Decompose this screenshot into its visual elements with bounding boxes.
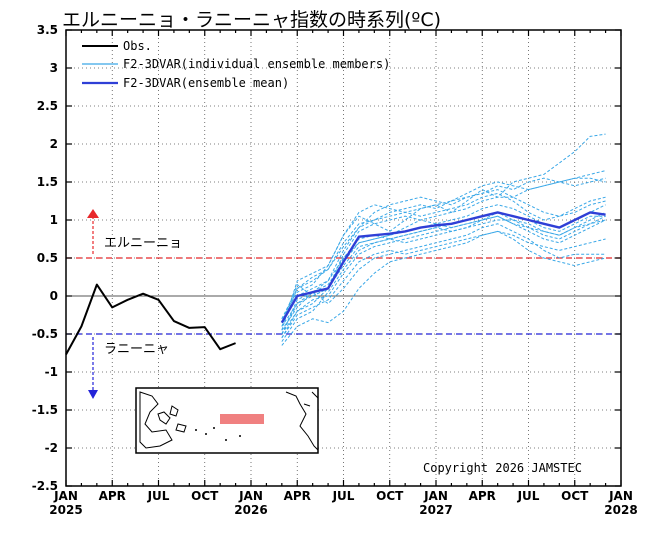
map-islands (157, 405, 187, 433)
y-tick-label: 3 (50, 61, 58, 75)
ensemble-member-line (281, 192, 606, 331)
y-tick-labels: 3.5 3 2.5 2 1.5 1 0.5 0 -0.5 -1 -1.5 -2 -2.5 (32, 23, 58, 493)
x-tick-year-label: 2026 (234, 503, 267, 517)
y-tick-label: 0.5 (37, 251, 58, 265)
ensemble-member-line (281, 223, 606, 331)
ensemble-member-line (281, 170, 606, 339)
y-tick-label: -2 (45, 441, 58, 455)
x-tick-year-label: 2025 (49, 503, 82, 517)
y-tick-label: -2.5 (32, 479, 58, 493)
x-tick-label: OCT (561, 489, 589, 503)
x-tick-label: APR (469, 489, 496, 503)
ensemble-member-line (281, 204, 606, 323)
map-island-dot (225, 439, 227, 441)
legend: Obs. F2-3DVAR(individual ensemble member… (82, 39, 390, 90)
legend-label-members: F2-3DVAR(individual ensemble members) (123, 57, 390, 71)
inset-map (135, 387, 319, 454)
map-landmass-americas (285, 391, 319, 451)
map-landmass-asia (139, 391, 173, 449)
y-tick-label: 2 (50, 137, 58, 151)
map-island-dot (195, 429, 197, 431)
ensemble-member-line (281, 133, 606, 320)
ensemble-member-line (281, 189, 606, 320)
ensemble-member-line (281, 230, 606, 346)
x-tick-label: JUL (517, 489, 540, 503)
map-island-dot (239, 435, 241, 437)
lanina-annotation: ラニーニャ (88, 337, 169, 399)
ensemble-member-line (281, 211, 606, 335)
y-tick-label: 2.5 (37, 99, 58, 113)
map-island-dot (213, 427, 215, 429)
x-tick-label: APR (99, 489, 126, 503)
ensemble-member-line (281, 177, 606, 327)
legend-label-obs: Obs. (123, 39, 152, 53)
nino-region-box (220, 414, 264, 424)
ensemble-member-line (281, 230, 606, 339)
chart-title: エルニーニョ・ラニーニャ指数の時系列(ºC) (62, 9, 441, 31)
ensemble-member-line (281, 219, 606, 342)
lanina-label: ラニーニャ (104, 342, 169, 357)
up-arrow-icon (87, 209, 99, 218)
y-tick-label: 3.5 (37, 23, 58, 37)
threshold-lines (66, 257, 621, 335)
x-tick-label: JAN (423, 489, 448, 503)
series-lines (65, 211, 606, 356)
x-tick-label: JAN (238, 489, 263, 503)
x-tick-label: JUL (332, 489, 355, 503)
legend-label-mean: F2-3DVAR(ensemble mean) (123, 76, 289, 90)
x-tick-label: APR (284, 489, 311, 503)
x-tick-label: JAN (53, 489, 78, 503)
ensemble-members (281, 133, 606, 346)
map-island-dot (205, 433, 207, 435)
map-coast-detail (303, 391, 319, 407)
copyright-text: Copyright 2026 JAMSTEC (423, 461, 582, 475)
axes (65, 29, 622, 487)
elnino-label: エルニーニョ (104, 236, 182, 251)
y-tick-label: 1.5 (37, 175, 58, 189)
y-tick-label: -0.5 (32, 327, 58, 341)
x-tick-year-label: 2027 (419, 503, 452, 517)
y-tick-label: 0 (50, 289, 58, 303)
y-tick-label: -1.5 (32, 403, 58, 417)
observation-line (65, 283, 236, 356)
y-tick-label: -1 (45, 365, 58, 379)
elnino-annotation: エルニーニョ (87, 209, 182, 254)
ensemble-member-line (281, 177, 606, 335)
ensemble-mean-line (280, 211, 606, 324)
y-tick-label: 1 (50, 213, 58, 227)
down-arrow-icon (88, 390, 98, 399)
x-tick-label: OCT (191, 489, 219, 503)
ensemble-member-line (281, 215, 606, 335)
x-tick-label: JAN (608, 489, 633, 503)
x-tick-label: OCT (376, 489, 404, 503)
x-tick-label: JUL (147, 489, 170, 503)
ensemble-member-line (281, 215, 606, 323)
ensemble-member-line (281, 211, 606, 327)
x-tick-year-label: 2028 (604, 503, 637, 517)
